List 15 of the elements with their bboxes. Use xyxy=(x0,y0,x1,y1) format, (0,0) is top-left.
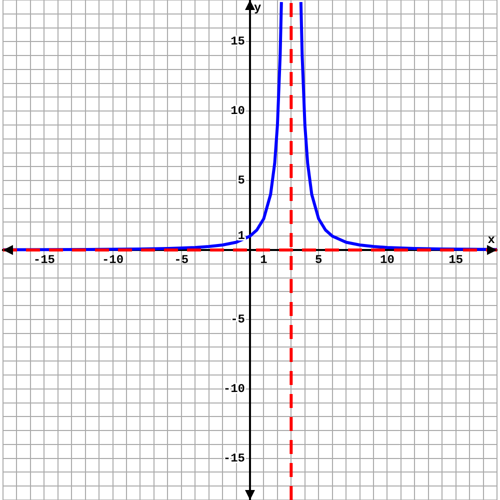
y-tick-label: 15 xyxy=(230,34,245,49)
x-tick-label: 15 xyxy=(448,253,464,268)
y-tick-label: 5 xyxy=(238,174,245,188)
y-axis-title: y xyxy=(254,1,262,16)
x-tick-label: -15 xyxy=(33,253,55,268)
x-tick-label: 5 xyxy=(315,253,322,268)
y-tick-label: 10 xyxy=(230,104,245,118)
x-axis-title: x xyxy=(488,233,495,248)
x-tick-label: -10 xyxy=(102,253,124,268)
y-tick-label: -15 xyxy=(223,451,245,466)
x-tick-label: 1 xyxy=(260,253,268,268)
x-tick-label: -5 xyxy=(174,253,189,268)
y-tick-label: -5 xyxy=(230,312,245,326)
y-tick-label: -10 xyxy=(223,382,245,396)
x-tick-label: 10 xyxy=(380,253,394,268)
